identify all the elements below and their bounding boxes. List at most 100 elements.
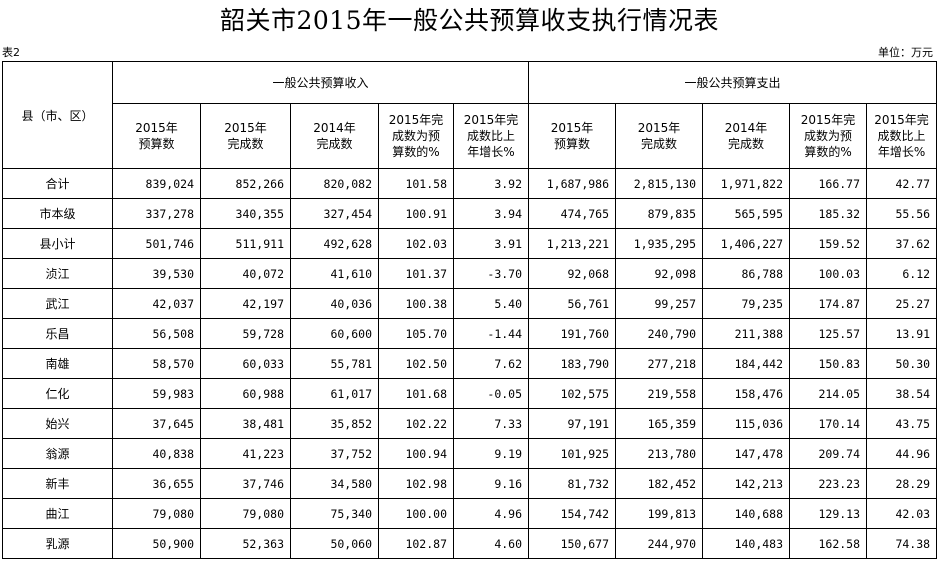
region-name-cell: 浈江 bbox=[2, 258, 113, 289]
expense-value-cell: 140,688 bbox=[702, 498, 791, 529]
expense-value-cell: 223.23 bbox=[789, 468, 868, 499]
income-value-cell: 101.68 bbox=[378, 378, 454, 409]
expense-value-cell: 43.75 bbox=[866, 408, 938, 439]
income-value-cell: 61,017 bbox=[290, 378, 379, 409]
expense-value-cell: 191,760 bbox=[528, 318, 617, 349]
page-title: 韶关市2015年一般公共预算收支执行情况表 bbox=[219, 6, 720, 35]
income-value-cell: 340,355 bbox=[200, 198, 291, 229]
income-value-cell: 35,852 bbox=[290, 408, 379, 439]
income-value-cell: 60,988 bbox=[200, 378, 291, 409]
expense-value-cell: 56,761 bbox=[528, 288, 617, 319]
expense-value-cell: 211,388 bbox=[702, 318, 791, 349]
expense-value-cell: 209.74 bbox=[789, 438, 868, 469]
expense-value-cell: 42.77 bbox=[866, 168, 938, 199]
expense-value-cell: 185.32 bbox=[789, 198, 868, 229]
income-value-cell: 100.91 bbox=[378, 198, 454, 229]
income-value-cell: 4.96 bbox=[452, 498, 530, 529]
expense-value-cell: 125.57 bbox=[789, 318, 868, 349]
income-value-cell: 60,033 bbox=[200, 348, 291, 379]
region-name-cell: 乐昌 bbox=[2, 318, 113, 349]
expense-value-cell: 50.30 bbox=[866, 348, 938, 379]
income-value-cell: 3.91 bbox=[452, 228, 530, 259]
expense-value-cell: 184,442 bbox=[702, 348, 791, 379]
income-value-cell: 55,781 bbox=[290, 348, 379, 379]
income-column-header: 2014年 完成数 bbox=[290, 103, 379, 169]
region-name-cell: 新丰 bbox=[2, 468, 113, 499]
income-column-header: 2015年完 成数比上 年增长% bbox=[452, 103, 530, 169]
income-column-header: 2015年完 成数为预 算数的% bbox=[378, 103, 454, 169]
expense-value-cell: 174.87 bbox=[789, 288, 868, 319]
income-value-cell: 5.40 bbox=[452, 288, 530, 319]
income-value-cell: 337,278 bbox=[112, 198, 201, 229]
column-header-label: 2015年完 成数为预 算数的% bbox=[388, 113, 444, 159]
income-value-cell: -3.70 bbox=[452, 258, 530, 289]
income-value-cell: 102.87 bbox=[378, 528, 454, 559]
expense-value-cell: 565,595 bbox=[702, 198, 791, 229]
income-column-header: 2015年 完成数 bbox=[200, 103, 291, 169]
income-value-cell: 79,080 bbox=[112, 498, 201, 529]
expense-group-header: 一般公共预算支出 bbox=[528, 61, 938, 104]
expense-column-header: 2014年 完成数 bbox=[702, 103, 791, 169]
income-value-cell: 100.94 bbox=[378, 438, 454, 469]
income-value-cell: 40,072 bbox=[200, 258, 291, 289]
expense-value-cell: 158,476 bbox=[702, 378, 791, 409]
expense-value-cell: 170.14 bbox=[789, 408, 868, 439]
expense-value-cell: 159.52 bbox=[789, 228, 868, 259]
table-row: 南雄 58,570 60,033 55,781 102.50 7.62 183,790 277… bbox=[2, 348, 938, 379]
table-row: 武江 42,037 42,197 40,036 100.38 5.40 56,761 99,2… bbox=[2, 288, 938, 319]
column-header-label: 2015年 完成数 bbox=[224, 121, 267, 151]
income-value-cell: 36,655 bbox=[112, 468, 201, 499]
income-column-header: 2015年 预算数 bbox=[112, 103, 201, 169]
income-value-cell: -1.44 bbox=[452, 318, 530, 349]
expense-value-cell: 100.03 bbox=[789, 258, 868, 289]
income-value-cell: 42,197 bbox=[200, 288, 291, 319]
expense-value-cell: 1,935,295 bbox=[615, 228, 704, 259]
income-value-cell: 59,983 bbox=[112, 378, 201, 409]
row-header-cell: 县（市、区） bbox=[2, 61, 113, 169]
expense-value-cell: 115,036 bbox=[702, 408, 791, 439]
expense-value-cell: 6.12 bbox=[866, 258, 938, 289]
expense-group-label: 一般公共预算支出 bbox=[684, 76, 781, 90]
income-value-cell: 39,530 bbox=[112, 258, 201, 289]
expense-value-cell: 183,790 bbox=[528, 348, 617, 379]
table-row: 始兴 37,645 38,481 35,852 102.22 7.33 97,191 165,… bbox=[2, 408, 938, 439]
income-value-cell: 101.58 bbox=[378, 168, 454, 199]
income-value-cell: 100.00 bbox=[378, 498, 454, 529]
expense-value-cell: 37.62 bbox=[866, 228, 938, 259]
income-value-cell: 105.70 bbox=[378, 318, 454, 349]
expense-value-cell: 244,970 bbox=[615, 528, 704, 559]
table-row: 乐昌 56,508 59,728 60,600 105.70 -1.44 191,760 24… bbox=[2, 318, 938, 349]
budget-table: 县（市、区） 一般公共预算收入 一般公共预算支出 2015年 预算数 2015年 … bbox=[2, 61, 938, 559]
region-name-cell: 县小计 bbox=[2, 228, 113, 259]
income-value-cell: 9.19 bbox=[452, 438, 530, 469]
expense-value-cell: 92,068 bbox=[528, 258, 617, 289]
income-value-cell: -0.05 bbox=[452, 378, 530, 409]
income-group-label: 一般公共预算收入 bbox=[272, 76, 369, 90]
income-value-cell: 4.60 bbox=[452, 528, 530, 559]
expense-value-cell: 166.77 bbox=[789, 168, 868, 199]
expense-value-cell: 44.96 bbox=[866, 438, 938, 469]
income-value-cell: 52,363 bbox=[200, 528, 291, 559]
income-value-cell: 3.94 bbox=[452, 198, 530, 229]
column-header-label: 2015年 预算数 bbox=[550, 121, 594, 151]
expense-value-cell: 86,788 bbox=[702, 258, 791, 289]
region-name-cell: 武江 bbox=[2, 288, 113, 319]
column-header-label: 2014年 完成数 bbox=[724, 121, 768, 151]
expense-column-header: 2015年 完成数 bbox=[615, 103, 704, 169]
table-row: 县小计 501,746 511,911 492,628 102.03 3.91 1,213,… bbox=[2, 228, 938, 259]
income-value-cell: 492,628 bbox=[290, 228, 379, 259]
column-header-label: 2015年 预算数 bbox=[135, 121, 178, 151]
column-header-label: 2015年完 成数比上 年增长% bbox=[874, 113, 929, 159]
table-row: 乳源 50,900 52,363 50,060 102.87 4.60 150,677 244… bbox=[2, 528, 938, 559]
column-header-label: 2015年完 成数比上 年增长% bbox=[463, 113, 519, 159]
expense-value-cell: 474,765 bbox=[528, 198, 617, 229]
table-row: 市本级 337,278 340,355 327,454 100.91 3.94 474,76… bbox=[2, 198, 938, 229]
income-value-cell: 327,454 bbox=[290, 198, 379, 229]
expense-value-cell: 13.91 bbox=[866, 318, 938, 349]
expense-value-cell: 154,742 bbox=[528, 498, 617, 529]
income-value-cell: 9.16 bbox=[452, 468, 530, 499]
table-body: 合计 839,024 852,266 820,082 101.58 3.92 1,687,9… bbox=[2, 168, 938, 559]
table-row: 翁源 40,838 41,223 37,752 100.94 9.19 101,925 213… bbox=[2, 438, 938, 469]
expense-value-cell: 219,558 bbox=[615, 378, 704, 409]
expense-value-cell: 102,575 bbox=[528, 378, 617, 409]
